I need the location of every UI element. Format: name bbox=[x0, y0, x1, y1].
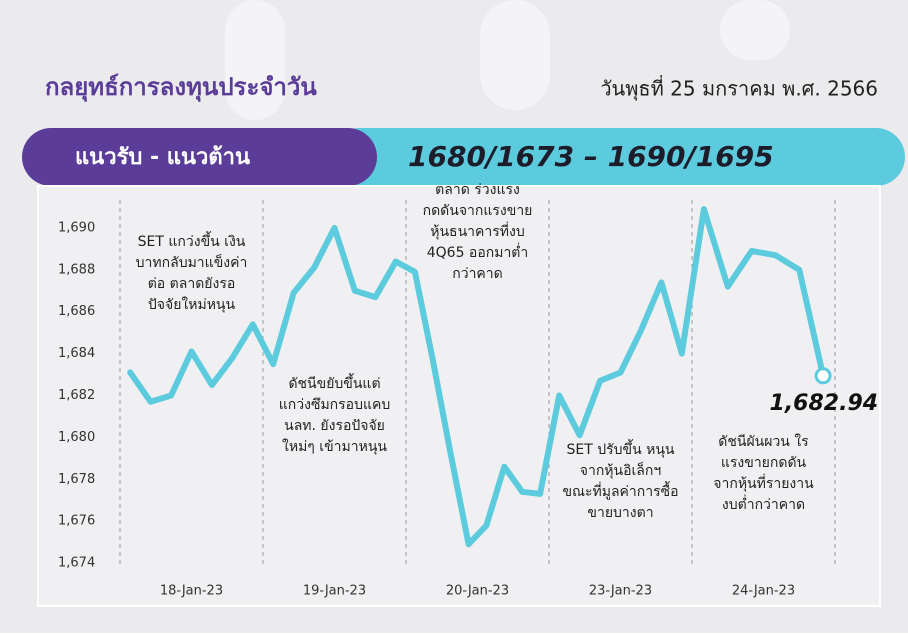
annotation: กดดันจากแรงขาย bbox=[423, 203, 533, 219]
y-tick-label: 1,682 bbox=[58, 388, 95, 403]
annotation: ขายบางตา bbox=[587, 505, 653, 521]
x-tick-label: 23-Jan-23 bbox=[589, 584, 652, 599]
y-tick-label: 1,686 bbox=[58, 304, 95, 319]
chart: 1,674 1,676 1,678 1,680 1,682 1,684 1,686 1,688… bbox=[58, 182, 878, 599]
x-tick-label: 18-Jan-23 bbox=[160, 584, 223, 599]
y-tick-label: 1,678 bbox=[58, 472, 95, 487]
y-tick-label: 1,690 bbox=[58, 220, 95, 235]
x-tick-label: 24-Jan-23 bbox=[732, 584, 795, 599]
annotation: SET แกว่งขึ้น เงิน bbox=[138, 231, 246, 250]
value-label: 1,682.94 bbox=[770, 391, 879, 416]
chart-panel bbox=[37, 185, 881, 607]
y-tick-label: 1,684 bbox=[58, 346, 95, 361]
annotation: ขณะที่มูลค่าการซื้อ bbox=[562, 481, 678, 500]
annotation: หุ้นธนาคารที่งบ bbox=[430, 222, 524, 240]
annotation: งบต่ำกว่าคาด bbox=[722, 495, 805, 513]
y-tick-label: 1,676 bbox=[58, 514, 95, 529]
decoration bbox=[480, 0, 550, 110]
decoration bbox=[225, 0, 285, 120]
annotation: จากหุ้นอิเล็กฯ bbox=[580, 461, 661, 479]
banner-label: แนวรับ - แนวต้าน bbox=[75, 145, 250, 170]
annotation: กว่าคาด bbox=[452, 266, 503, 282]
annotation: ดัชนีขยับขึ้นแต่ bbox=[288, 373, 380, 392]
y-tick-label: 1,680 bbox=[58, 430, 95, 445]
x-tick-label: 19-Jan-23 bbox=[303, 584, 366, 599]
end-marker bbox=[814, 367, 832, 385]
title: กลยุทธ์การลงทุนประจำวัน bbox=[45, 73, 317, 103]
annotation: ดัชนีผันผวน ใร bbox=[718, 433, 809, 450]
banner-label-bg bbox=[22, 128, 377, 186]
annotation: จากหุ้นที่รายงาน bbox=[713, 474, 814, 492]
annotation: ตลาด ร่วงแรง bbox=[435, 182, 520, 198]
annotation: ต่อ ตลาดยังรอ bbox=[148, 276, 236, 292]
y-tick-label: 1,674 bbox=[58, 556, 95, 571]
annotation: SET ปรับขึ้น หนุน bbox=[567, 439, 675, 458]
line bbox=[127, 206, 827, 548]
banner-levels: 1680/1673 – 1690/1695 bbox=[408, 140, 774, 173]
annotation: นลท. ยังรอปัจจัย bbox=[284, 418, 385, 434]
annotation: ใหม่ๆ เข้ามาหนุน bbox=[282, 438, 387, 455]
annotation: แรงขายกดดัน bbox=[721, 455, 807, 471]
decoration bbox=[720, 0, 790, 60]
banner-levels-bg bbox=[330, 128, 905, 186]
annotation: บาทกลับมาแข็งค่า bbox=[136, 253, 248, 271]
x-tick-label: 20-Jan-23 bbox=[446, 584, 509, 599]
annotation: ปัจจัยใหม่หนุน bbox=[148, 296, 236, 313]
annotation: แกว่งซึมกรอบแคบ bbox=[279, 397, 391, 413]
annotation: 4Q65 ออกมาต่ำ bbox=[427, 243, 529, 261]
y-tick-label: 1,688 bbox=[58, 262, 95, 277]
date: วันพุธที่ 25 มกราคม พ.ศ. 2566 bbox=[600, 75, 878, 102]
